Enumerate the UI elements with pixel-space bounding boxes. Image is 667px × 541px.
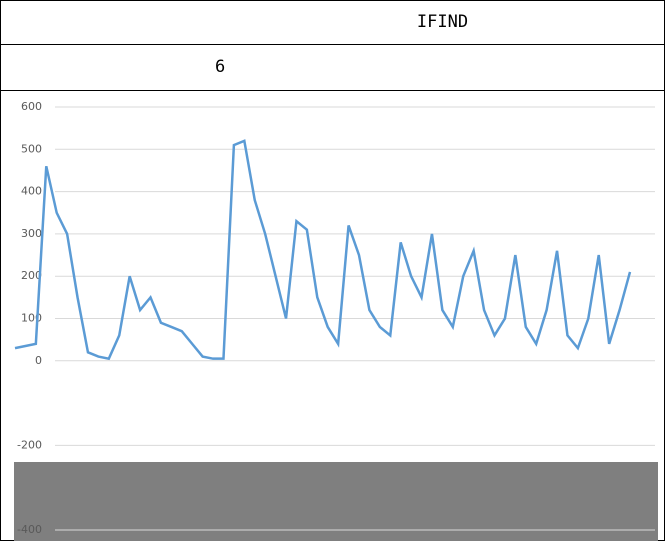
y-tick-label: 600 <box>21 100 42 113</box>
y-tick-label: 0 <box>35 354 42 367</box>
y-tick-label: 200 <box>21 269 42 282</box>
y-tick-label: -200 <box>17 438 42 451</box>
y-tick-label: 500 <box>21 142 42 155</box>
line-series <box>14 139 632 361</box>
y-tick-label: 300 <box>21 227 42 240</box>
y-tick-label: 400 <box>21 185 42 198</box>
header-title: IFIND <box>416 12 469 32</box>
chart-background-block <box>14 462 658 541</box>
row-text: 6 <box>215 57 226 77</box>
y-tick-label: -400 <box>17 523 42 536</box>
